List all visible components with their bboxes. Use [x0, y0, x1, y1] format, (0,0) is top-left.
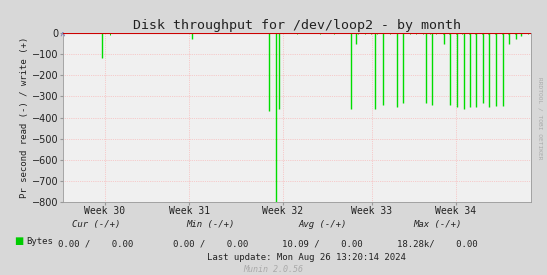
Text: Max (-/+): Max (-/+)	[414, 220, 462, 229]
Text: Min (-/+): Min (-/+)	[187, 220, 235, 229]
Title: Disk throughput for /dev/loop2 - by month: Disk throughput for /dev/loop2 - by mont…	[133, 19, 461, 32]
Text: Cur (-/+): Cur (-/+)	[72, 220, 120, 229]
Text: 0.00 /    0.00: 0.00 / 0.00	[58, 239, 133, 248]
Text: ■: ■	[14, 236, 23, 246]
Text: Bytes: Bytes	[26, 237, 53, 246]
Y-axis label: Pr second read (-) / write (+): Pr second read (-) / write (+)	[20, 37, 30, 198]
Text: 10.09 /    0.00: 10.09 / 0.00	[282, 239, 363, 248]
Text: Munin 2.0.56: Munin 2.0.56	[243, 265, 304, 274]
Text: Last update: Mon Aug 26 13:20:14 2024: Last update: Mon Aug 26 13:20:14 2024	[207, 253, 406, 262]
Text: RRDTOOL / TOBI OETIKER: RRDTOOL / TOBI OETIKER	[538, 77, 543, 160]
Text: 0.00 /    0.00: 0.00 / 0.00	[173, 239, 248, 248]
Text: Avg (-/+): Avg (-/+)	[299, 220, 347, 229]
Text: 18.28k/    0.00: 18.28k/ 0.00	[397, 239, 478, 248]
